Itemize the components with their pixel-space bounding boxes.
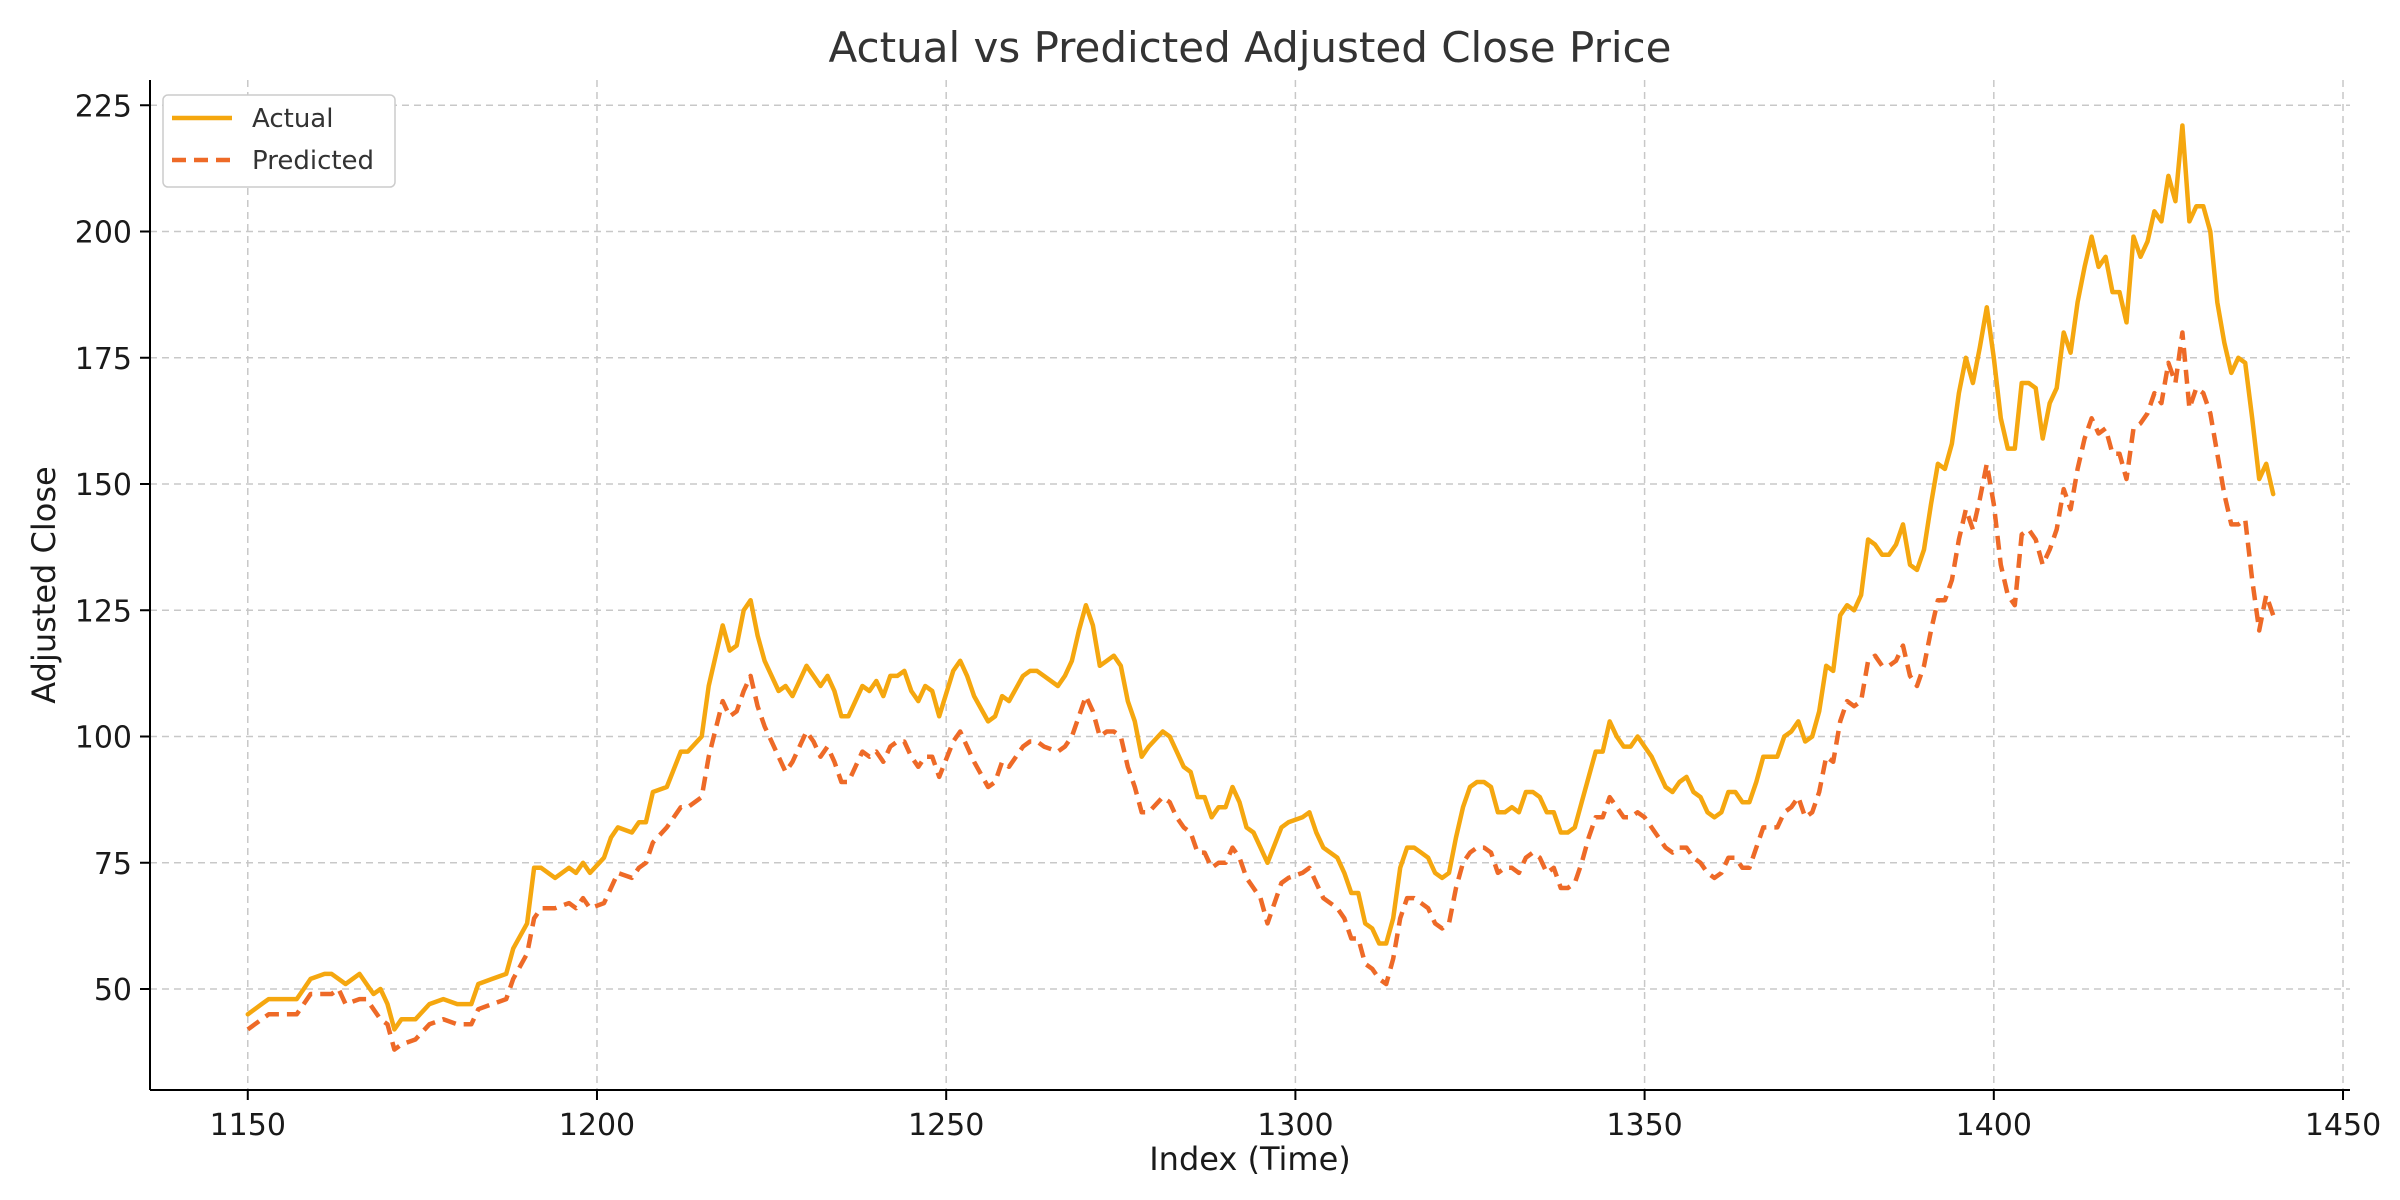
y-tick-label: 150 bbox=[75, 468, 132, 503]
x-tick-label: 1200 bbox=[559, 1108, 635, 1143]
legend: Actual Predicted bbox=[162, 94, 396, 188]
x-tick-label: 1150 bbox=[210, 1108, 286, 1143]
y-tick-label: 200 bbox=[75, 216, 132, 251]
series-line-actual bbox=[245, 123, 2276, 1032]
axes bbox=[149, 80, 2350, 1091]
x-tick-label: 1450 bbox=[2305, 1108, 2381, 1143]
x-axis-label: Index (Time) bbox=[1149, 1140, 1351, 1178]
y-tick-label: 75 bbox=[94, 847, 132, 882]
x-tick-label: 1400 bbox=[1956, 1108, 2032, 1143]
legend-label-predicted: Predicted bbox=[252, 146, 374, 176]
series-line-predicted bbox=[246, 330, 2276, 1052]
y-tick-label: 50 bbox=[94, 973, 132, 1008]
y-tick-label: 125 bbox=[75, 594, 132, 629]
x-ticks: 1150 1200 1250 1300 1350 1400 1450 bbox=[210, 1090, 2381, 1143]
chart-title: Actual vs Predicted Adjusted Close Price bbox=[829, 23, 1672, 72]
x-tick-label: 1300 bbox=[1257, 1108, 1333, 1143]
series-layer bbox=[245, 123, 2276, 1052]
y-tick-label: 225 bbox=[75, 89, 132, 124]
y-tick-label: 175 bbox=[75, 342, 132, 377]
y-axis-label: Adjusted Close bbox=[25, 466, 63, 703]
legend-label-actual: Actual bbox=[252, 104, 333, 134]
grid bbox=[150, 80, 2350, 1090]
y-ticks: 50 75 100 125 150 175 200 225 bbox=[75, 89, 150, 1008]
y-tick-label: 100 bbox=[75, 721, 132, 756]
x-tick-label: 1250 bbox=[908, 1108, 984, 1143]
x-tick-label: 1350 bbox=[1606, 1108, 1682, 1143]
